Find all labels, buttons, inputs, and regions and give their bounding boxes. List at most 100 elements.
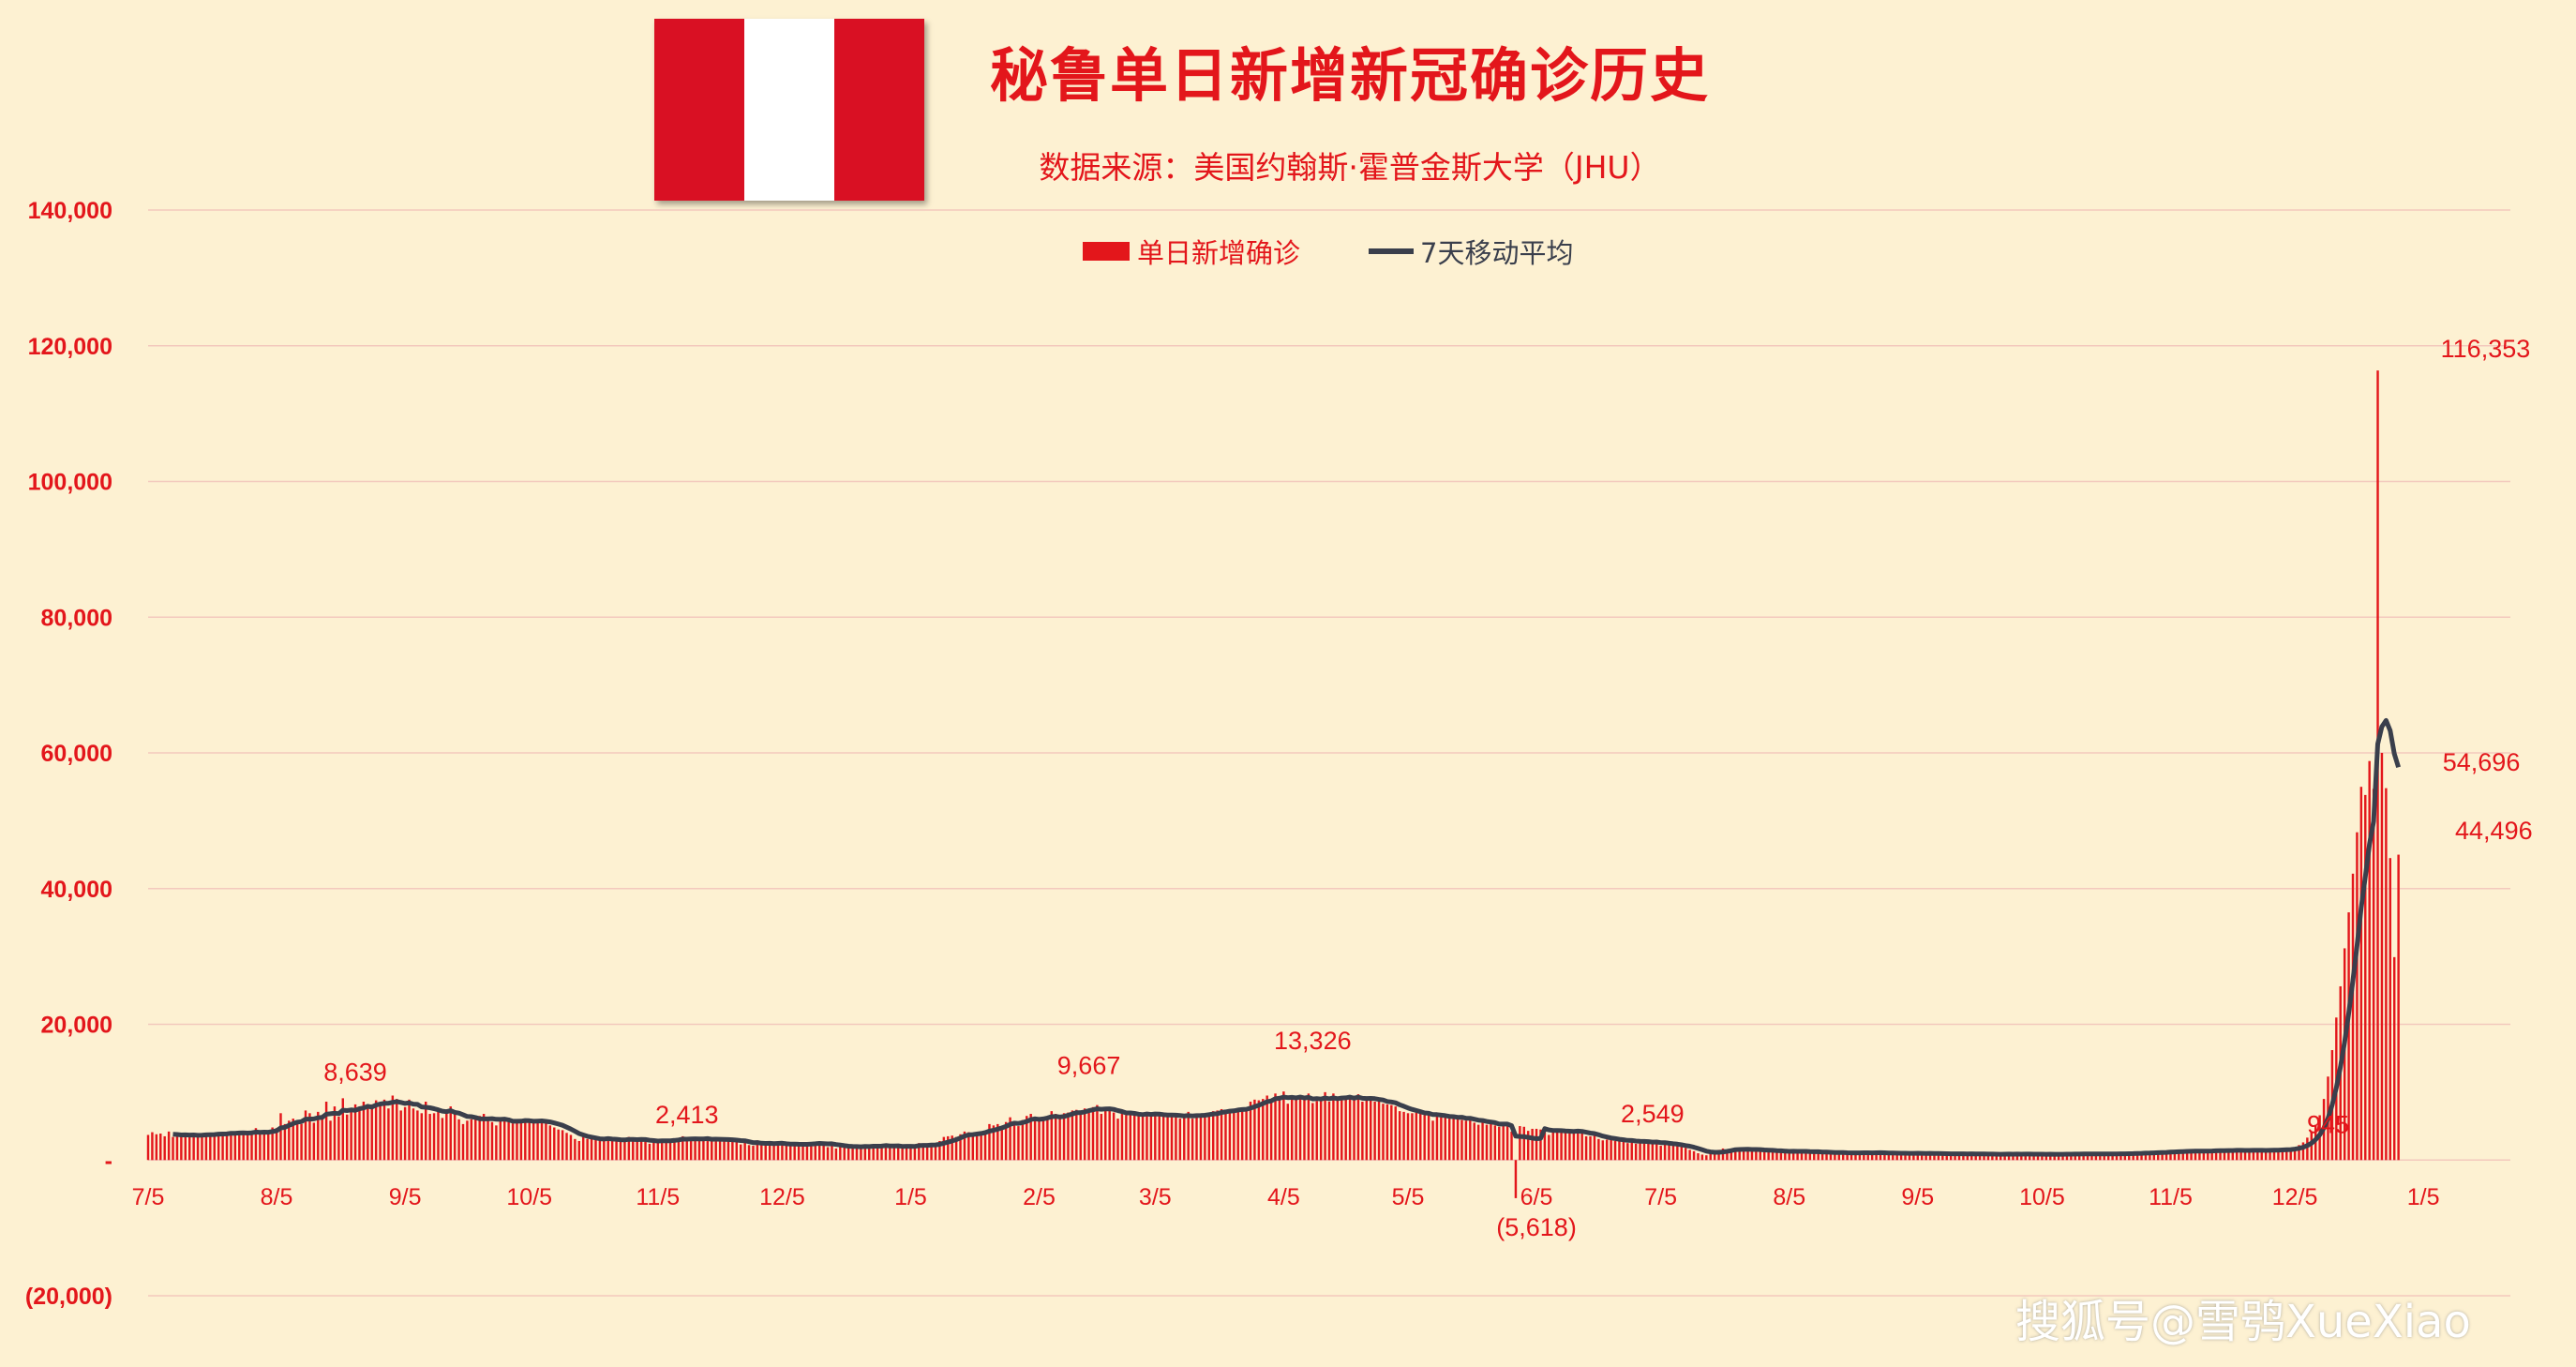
daily-bar <box>300 1123 303 1161</box>
daily-bar <box>1829 1152 1833 1161</box>
daily-bar <box>1668 1144 1670 1161</box>
daily-bar <box>2385 788 2388 1161</box>
daily-bar <box>1551 1131 1554 1161</box>
daily-bar <box>930 1146 933 1161</box>
daily-bar <box>1738 1149 1741 1161</box>
daily-bar <box>1986 1154 1990 1161</box>
daily-bar <box>1262 1099 1265 1161</box>
daily-bar <box>2049 1153 2052 1161</box>
daily-bar <box>1029 1114 1032 1161</box>
data-label: 2,549 <box>1621 1100 1685 1128</box>
daily-bar <box>2090 1153 2093 1161</box>
daily-bar <box>2044 1154 2048 1161</box>
legend-bar-swatch <box>1083 242 1130 261</box>
daily-bar <box>1012 1121 1016 1161</box>
daily-bar <box>1187 1111 1190 1161</box>
daily-bar <box>2152 1152 2156 1161</box>
daily-bar <box>826 1147 830 1161</box>
daily-bar <box>1075 1109 1078 1161</box>
daily-bar <box>295 1122 299 1161</box>
daily-bar <box>279 1113 282 1161</box>
x-tick-label: 10/5 <box>2019 1184 2065 1210</box>
daily-bar <box>1680 1146 1684 1161</box>
daily-bar <box>2173 1150 2177 1161</box>
daily-bar <box>2181 1150 2184 1161</box>
daily-bar <box>2086 1153 2089 1161</box>
data-label: (5,618) <box>1496 1213 1577 1241</box>
daily-bar <box>1904 1152 1907 1161</box>
daily-bar <box>213 1133 216 1161</box>
daily-bar <box>2178 1150 2180 1161</box>
daily-bar <box>304 1110 307 1161</box>
daily-bar <box>1593 1134 1596 1161</box>
daily-bar <box>909 1145 912 1161</box>
daily-bar <box>1021 1119 1025 1161</box>
daily-bar <box>1054 1114 1057 1161</box>
x-axis: 7/5 8/5 9/5 10/5 11/5 12/5 1/5 2/5 3/5 4/5 5/5 6/5 7… <box>132 1184 2440 1210</box>
daily-bar <box>1026 1116 1028 1161</box>
daily-bar <box>1435 1113 1439 1161</box>
daily-bar <box>2368 760 2371 1161</box>
daily-bar <box>507 1120 510 1161</box>
daily-bar <box>627 1136 631 1161</box>
daily-bar <box>1800 1150 1804 1161</box>
daily-bar <box>1295 1099 1297 1161</box>
daily-bar <box>1692 1150 1696 1161</box>
daily-bar <box>1887 1153 1891 1161</box>
daily-bar <box>424 1102 427 1161</box>
daily-bar <box>1995 1154 1999 1161</box>
daily-bar <box>1726 1149 1729 1161</box>
daily-bar <box>399 1110 402 1161</box>
daily-bar <box>1655 1142 1658 1161</box>
daily-bar <box>1510 1131 1513 1161</box>
x-tick-label: 4/5 <box>1267 1184 1300 1210</box>
daily-bar <box>1742 1149 1745 1161</box>
daily-bar <box>1912 1153 1915 1161</box>
daily-bar <box>2389 858 2392 1161</box>
daily-bar <box>1564 1131 1567 1161</box>
daily-bar <box>1875 1152 1878 1161</box>
daily-bar <box>2269 1149 2271 1161</box>
daily-bar <box>2103 1153 2105 1161</box>
data-label: 54,696 <box>2443 748 2521 776</box>
daily-bar <box>1083 1108 1086 1161</box>
daily-bar <box>1659 1146 1662 1161</box>
daily-bar <box>1464 1120 1468 1161</box>
daily-bar <box>275 1128 278 1161</box>
daily-bar <box>1394 1106 1397 1161</box>
x-tick-label: 12/5 <box>759 1184 805 1210</box>
daily-bar <box>345 1114 349 1161</box>
daily-bar <box>2169 1150 2172 1161</box>
daily-bar <box>1385 1104 1389 1161</box>
daily-bar <box>2028 1153 2031 1161</box>
daily-bar <box>1734 1148 1737 1161</box>
daily-bar <box>743 1141 746 1161</box>
daily-bar <box>1870 1153 1874 1161</box>
daily-bar <box>801 1145 804 1161</box>
daily-bar <box>1419 1113 1422 1161</box>
daily-bar <box>831 1144 833 1161</box>
daily-bar <box>619 1139 622 1161</box>
y-tick-label: 60,000 <box>41 741 112 767</box>
daily-bar <box>540 1121 544 1161</box>
x-tick-label: 7/5 <box>132 1184 165 1210</box>
daily-bar <box>756 1140 759 1161</box>
daily-bar <box>1937 1153 1940 1161</box>
daily-bar <box>1572 1131 1576 1161</box>
daily-bar <box>632 1140 635 1161</box>
daily-bar <box>1502 1122 1505 1161</box>
daily-bar <box>702 1138 705 1161</box>
daily-bar <box>1688 1149 1691 1161</box>
daily-bar <box>1382 1104 1385 1161</box>
daily-bar <box>420 1113 424 1161</box>
daily-bar <box>1846 1153 1849 1161</box>
daily-bar <box>1713 1150 1716 1161</box>
daily-bar <box>387 1108 390 1161</box>
x-tick-label: 3/5 <box>1139 1184 1172 1210</box>
daily-bar <box>408 1099 411 1161</box>
daily-bar <box>238 1132 241 1161</box>
daily-bar <box>610 1140 614 1161</box>
daily-bar <box>2347 912 2350 1161</box>
daily-bar <box>851 1146 854 1161</box>
